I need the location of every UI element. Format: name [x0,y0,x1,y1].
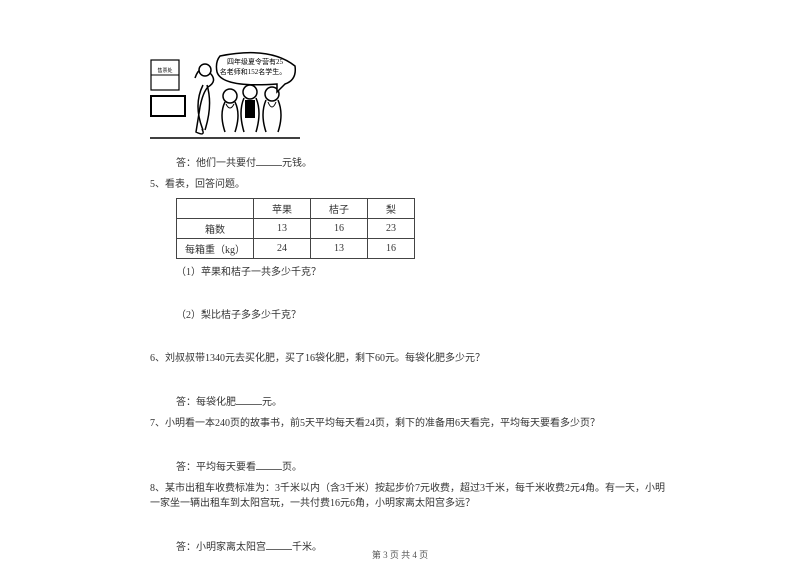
q6-prompt: 6、刘叔叔带1340元去买化肥，买了16袋化肥，剩下60元。每袋化肥多少元？ [150,351,670,366]
table-header-row: 苹果 桔子 梨 [177,199,415,219]
q6-answer: 答：每袋化肥元。 [176,394,670,410]
th-blank [177,199,254,219]
q5-sub1: （1）苹果和桔子一共多少千克？ [176,265,670,280]
cell: 23 [368,219,415,239]
cell: 24 [254,239,311,259]
cell: 16 [368,239,415,259]
summer-camp-illustration: 售票处 四年级夏令营有25 名老师和152名学生。 [150,50,300,145]
q6-blank [236,394,262,405]
cell: 16 [311,219,368,239]
q7-prompt: 7、小明看一本240页的故事书，前5天平均每天看24页，剩下的准备用6天看完，平… [150,416,670,431]
q5-sub2: （2）梨比桔子多多少千克？ [176,308,670,323]
row2-label: 每箱重（kg） [177,239,254,259]
q7-blank [256,459,282,470]
cell: 13 [311,239,368,259]
q8-prompt: 8、某市出租车收费标准为：3千米以内（含3千米）按起步价7元收费，超过3千米，每… [150,481,670,511]
ticket-sign-text: 售票处 [157,67,172,74]
th-pear: 梨 [368,199,415,219]
page-footer: 第 3 页 共 4 页 [0,548,800,561]
cell: 13 [254,219,311,239]
q5-table: 苹果 桔子 梨 箱数 13 16 23 每箱重（kg） 24 13 16 [176,198,415,259]
table-row: 箱数 13 16 23 [177,219,415,239]
table-row: 每箱重（kg） 24 13 16 [177,239,415,259]
th-orange: 桔子 [311,199,368,219]
q4-answer: 答：他们一共要付元钱。 [176,155,670,171]
bubble-line1: 四年级夏令营有25 [227,57,283,66]
th-apple: 苹果 [254,199,311,219]
q5-prompt: 5、看表，回答问题。 [150,177,670,192]
q7-answer: 答：平均每天要看页。 [176,459,670,475]
row1-label: 箱数 [177,219,254,239]
bubble-line2: 名老师和152名学生。 [220,67,287,76]
q4-blank [256,155,282,166]
